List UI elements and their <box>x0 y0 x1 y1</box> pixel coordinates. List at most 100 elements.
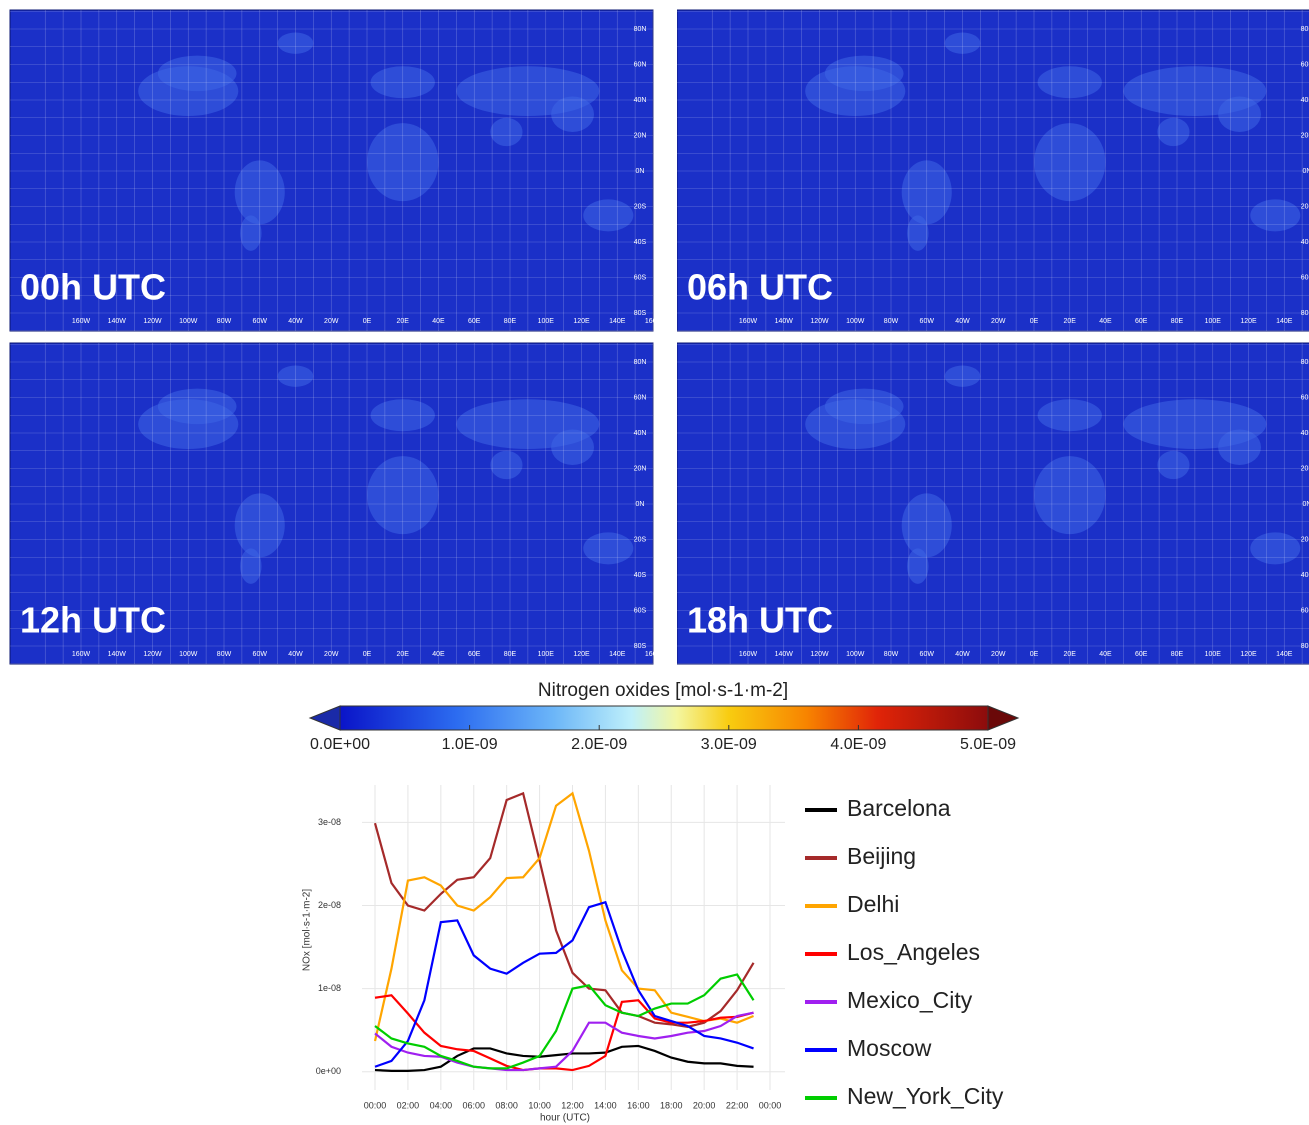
map-lon-label: 120W <box>810 318 829 325</box>
land-area <box>277 32 314 54</box>
map-lon-label: 60W <box>920 651 935 658</box>
x-tick-label: 08:00 <box>495 1100 518 1110</box>
series-line <box>374 1011 754 1072</box>
map-lon-label: 140W <box>108 651 127 658</box>
map-lon-label: 160W <box>739 651 758 658</box>
land-area <box>240 548 262 584</box>
map-title: 06h UTC <box>687 267 833 308</box>
y-tick-label: 0e+00 <box>316 1066 341 1076</box>
map-lat-label: 80S <box>1301 643 1309 650</box>
x-tick-label: 06:00 <box>462 1100 485 1110</box>
map-lon-label: 60E <box>1135 318 1148 325</box>
map-lon-label: 100W <box>179 651 198 658</box>
x-tick-label: 00:00 <box>759 1100 782 1110</box>
map-lon-label: 160W <box>72 651 91 658</box>
map-lon-label: 100W <box>846 318 865 325</box>
x-tick-label: 22:00 <box>726 1100 749 1110</box>
land-area <box>234 160 285 225</box>
land-area <box>944 32 981 54</box>
map-lon-label: 0E <box>1030 651 1039 658</box>
map-title: 00h UTC <box>20 267 166 308</box>
map-lat-label: 0N <box>1303 168 1309 175</box>
colorbar-tick-label: 3.0E-09 <box>701 736 757 753</box>
colorbar-over <box>987 705 1020 731</box>
map-lon-label: 80W <box>217 318 232 325</box>
land-area <box>901 160 952 225</box>
map-lat-label: 20N <box>1301 132 1309 139</box>
map-lat-label: 60N <box>1301 61 1309 68</box>
land-area <box>240 215 262 251</box>
land-area <box>583 199 634 232</box>
map-lat-label: 80N <box>634 26 647 33</box>
series-line <box>374 973 755 1070</box>
land-area <box>277 365 314 387</box>
map-lon-label: 80W <box>217 651 232 658</box>
colorbar-bar <box>339 705 989 731</box>
map-panel: 160W 140W 120W 100W 80W 60W 40W 20W 0E 20E 40E 60E 8… <box>9 342 690 665</box>
y-tick-label: 1e-08 <box>318 983 341 993</box>
map-lon-label: 40E <box>1099 651 1112 658</box>
land-area <box>370 66 435 99</box>
land-area <box>824 55 904 92</box>
map-lon-label: 20E <box>1064 651 1077 658</box>
map-lat-label: 60S <box>634 607 647 614</box>
map-lat-label: 40N <box>634 97 647 104</box>
map-lat-label: 80N <box>1301 26 1309 33</box>
map-lat-label: 20S <box>1301 536 1309 543</box>
map-lon-label: 120W <box>143 318 162 325</box>
land-area <box>583 532 634 565</box>
map-lat-label: 60N <box>1301 394 1309 401</box>
map-lon-label: 100W <box>179 318 198 325</box>
map-lon-label: 60E <box>468 318 481 325</box>
map-lon-label: 100W <box>846 651 865 658</box>
colorbar-tick-label: 1.0E-09 <box>442 736 498 753</box>
map-lat-label: 20N <box>634 465 647 472</box>
map-lat-label: 60N <box>634 61 647 68</box>
map-lon-label: 100E <box>538 651 555 658</box>
land-area <box>901 493 952 558</box>
map-lat-label: 20S <box>634 536 647 543</box>
x-tick-label: 02:00 <box>397 1100 420 1110</box>
series-line <box>373 791 755 1028</box>
map-lon-label: 120E <box>573 318 590 325</box>
map-lon-label: 140W <box>775 651 794 658</box>
map-lon-label: 80E <box>1171 318 1184 325</box>
y-tick-label: 3e-08 <box>318 817 341 827</box>
land-area <box>1250 532 1301 565</box>
x-axis-label: hour (UTC) <box>540 1113 590 1124</box>
x-tick-label: 20:00 <box>693 1100 716 1110</box>
map-lon-label: 160W <box>72 318 91 325</box>
map-lat-label: 40S <box>634 572 647 579</box>
map-lon-label: 140W <box>775 318 794 325</box>
map-lon-label: 60E <box>468 651 481 658</box>
map-lat-label: 60S <box>1301 607 1309 614</box>
map-lon-label: 40E <box>1099 318 1112 325</box>
map-lat-label: 20N <box>1301 465 1309 472</box>
map-lon-label: 20W <box>991 651 1006 658</box>
map-lon-label: 20E <box>397 651 410 658</box>
map-lon-label: 100E <box>1205 318 1222 325</box>
map-lon-label: 20E <box>397 318 410 325</box>
y-tick-label: 2e-08 <box>318 900 341 910</box>
map-lat-label: 20N <box>634 132 647 139</box>
map-lon-label: 0E <box>363 651 372 658</box>
land-area <box>490 450 523 480</box>
land-area <box>1250 199 1301 232</box>
map-lon-label: 120E <box>573 651 590 658</box>
map-lon-label: 160E <box>645 651 662 658</box>
map-lon-label: 120W <box>810 651 829 658</box>
land-area <box>907 548 929 584</box>
map-title: 18h UTC <box>687 600 833 641</box>
map-background <box>9 9 654 332</box>
map-background <box>677 342 1309 665</box>
land-area <box>1037 66 1102 99</box>
land-area <box>824 388 904 425</box>
map-lon-label: 160E <box>645 318 662 325</box>
legend-label: Delhi <box>847 891 899 917</box>
map-lat-label: 80S <box>634 310 647 317</box>
x-tick-label: 04:00 <box>430 1100 453 1110</box>
map-title: 12h UTC <box>20 600 166 641</box>
map-lon-label: 140E <box>609 318 626 325</box>
map-lat-label: 0N <box>1303 501 1309 508</box>
